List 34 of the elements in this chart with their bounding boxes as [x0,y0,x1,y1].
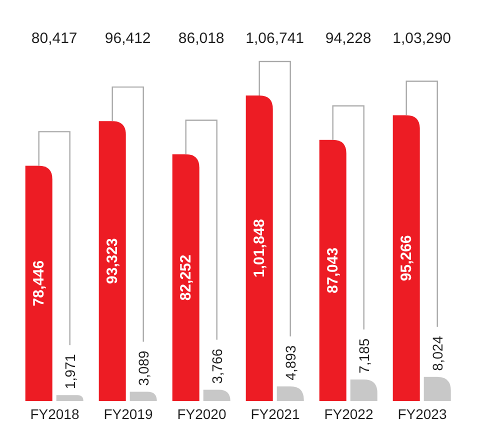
text: 1,03,290 [392,30,452,47]
bar [25,166,52,401]
data-label: 1,971 [62,354,78,390]
data-label: 78,446 [30,260,48,306]
text: 86,018 [178,30,224,47]
bar [424,376,451,401]
x-tick-label: FY2020 [177,406,226,422]
data-label: 7,185 [356,338,372,374]
x-tick-label: FY2018 [30,406,80,422]
bar [130,392,157,401]
x-tick-label: FY2021 [250,406,300,422]
bar [56,395,84,401]
data-label: 1,01,848 [250,219,268,278]
x-tick-label: FY2019 [104,406,153,422]
x-tick-label: FY2022 [324,406,374,422]
bar [392,115,420,401]
bar [98,121,126,401]
text: 94,228 [325,30,372,47]
x-tick-label: FY2023 [398,406,447,422]
data-label: 82,252 [177,254,194,301]
bar [246,95,273,401]
data-label: 3,089 [135,350,152,386]
data-label: 87,043 [324,248,342,294]
bar [319,140,346,401]
data-label: 93,323 [104,238,121,284]
data-label: 4,893 [282,345,298,380]
bar [172,154,200,401]
data-label: 95,266 [398,235,415,282]
data-label: 8,024 [429,336,446,371]
text: 80,417 [31,30,78,47]
text: 96,412 [104,30,151,47]
data-label: 3,766 [208,348,225,384]
text: 1,06,741 [246,30,304,47]
bar [350,379,378,401]
